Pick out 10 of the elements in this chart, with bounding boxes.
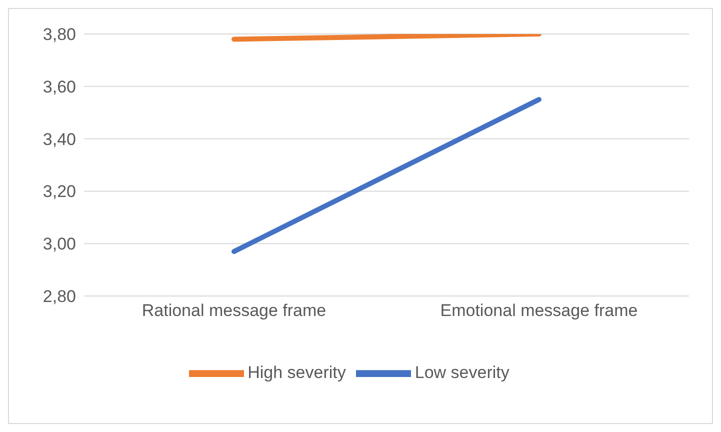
- y-tick-label: 3,40: [42, 130, 76, 149]
- y-tick-label: 2,80: [42, 287, 76, 306]
- y-tick-label: 3,80: [42, 25, 76, 44]
- y-tick-label: 3,00: [42, 234, 76, 254]
- legend-label: Low severity: [414, 362, 510, 382]
- legend-label: High severity: [248, 362, 346, 382]
- x-tick-label: Emotional message frame: [440, 301, 638, 320]
- y-tick-label: 3,20: [42, 182, 76, 202]
- y-tick-label: 3,60: [42, 77, 76, 96]
- x-tick-label: Rational message frame: [142, 301, 326, 320]
